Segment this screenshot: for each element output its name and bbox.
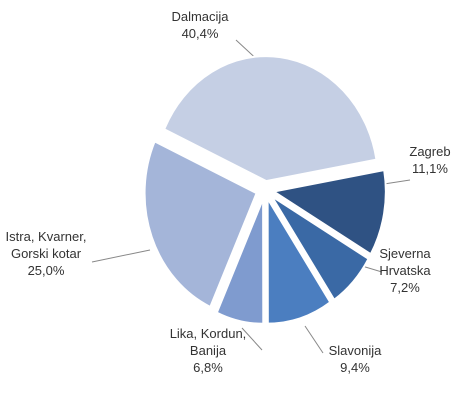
category-label: Istra, Kvarner, Gorski kotar [5, 229, 87, 261]
data-label: Sjeverna Hrvatska 7,2% [370, 245, 440, 296]
pie-slice [162, 55, 378, 183]
data-label: Istra, Kvarner, Gorski kotar 25,0% [2, 228, 90, 279]
value-label: 40,4% [181, 26, 219, 41]
value-label: 9,4% [340, 360, 370, 375]
leader-line [383, 179, 411, 185]
leader-line [241, 327, 263, 351]
data-label: Lika, Kordun, Banija 6,8% [160, 325, 256, 376]
value-label: 7,2% [390, 280, 420, 295]
leader-line [304, 325, 324, 354]
leader-line [361, 265, 383, 273]
leader-line [91, 249, 151, 263]
pie-slice [266, 195, 332, 325]
pie-slice [215, 198, 265, 325]
category-label: Dalmacija [171, 9, 229, 24]
category-label: Sjeverna Hrvatska [379, 246, 431, 278]
pie-slice [143, 139, 258, 309]
data-label: Dalmacija 40,4% [140, 8, 260, 42]
value-label: 11,1% [412, 161, 448, 176]
category-label: Zagreb [409, 144, 451, 159]
category-label: Lika, Kordun, Banija [169, 326, 247, 358]
category-label: Slavonija [328, 343, 382, 358]
pie-slice [270, 195, 370, 302]
pie-slice [271, 168, 387, 256]
value-label: 6,8% [193, 360, 223, 375]
data-label: Slavonija 9,4% [315, 342, 395, 376]
data-label: Zagreb 11,1% [392, 143, 468, 177]
value-label: 25,0% [27, 263, 65, 278]
